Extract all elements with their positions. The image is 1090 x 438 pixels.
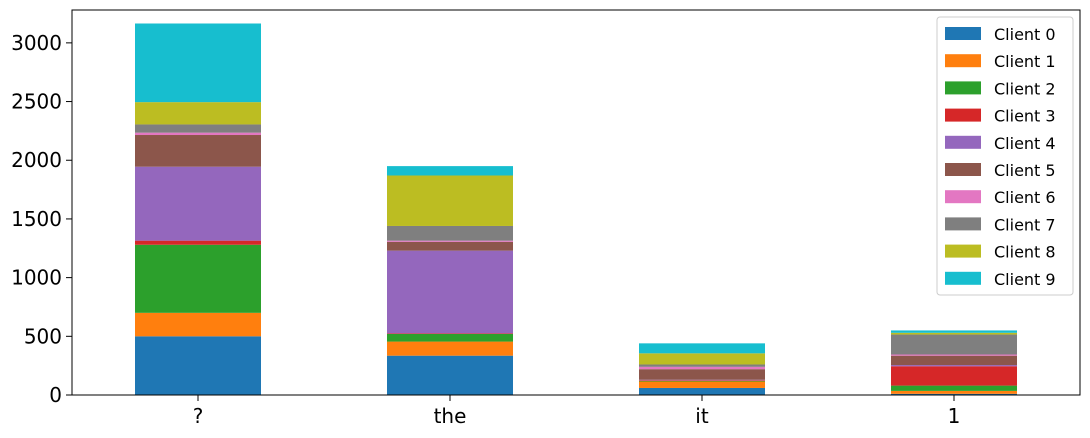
legend-swatch-0 <box>945 27 981 40</box>
bar-segment-2-8 <box>639 353 765 365</box>
legend-swatch-3 <box>945 108 981 122</box>
bar-segment-2-6 <box>639 366 765 370</box>
legend-label-9: Client 9 <box>994 270 1056 289</box>
bar-segment-0-0 <box>135 336 261 395</box>
bar-segment-0-9 <box>135 23 261 103</box>
bar-segment-2-9 <box>639 343 765 354</box>
bar-segment-2-4 <box>639 379 765 381</box>
legend-label-3: Client 3 <box>994 107 1056 126</box>
bar-segment-1-7 <box>387 225 513 241</box>
y-tick-label-1: 500 <box>24 324 62 348</box>
bar-segment-3-4 <box>891 365 1017 367</box>
y-tick-label-2: 1000 <box>11 266 62 290</box>
bar-segment-0-7 <box>135 124 261 133</box>
bar-segment-0-8 <box>135 102 261 125</box>
x-tick-label-2: it <box>695 404 709 428</box>
legend-label-2: Client 2 <box>994 79 1056 98</box>
bar-segment-1-5 <box>387 241 513 251</box>
x-tick-label-3: 1 <box>948 404 961 428</box>
bar-segment-3-5 <box>891 355 1017 366</box>
plot-frame <box>71 9 1081 396</box>
legend-swatch-2 <box>945 81 981 95</box>
bar-segment-1-9 <box>387 166 513 176</box>
legend-label-4: Client 4 <box>994 134 1056 153</box>
y-axis: 0 500 1000 1500 2000 2500 3000 <box>11 31 72 407</box>
bar-segment-0-1 <box>135 312 261 337</box>
bar-segment-3-0 <box>891 393 1017 395</box>
y-tick-label-3: 1500 <box>11 207 62 231</box>
bars-layer <box>135 23 1017 395</box>
legend-label-7: Client 7 <box>994 215 1056 234</box>
x-axis: ? the it 1 <box>193 395 961 428</box>
legend-label-8: Client 8 <box>994 243 1056 262</box>
bar-segment-2-1 <box>639 381 765 388</box>
bar-segment-3-7 <box>891 334 1017 355</box>
bar-segment-2-2 <box>639 380 765 382</box>
bar-segment-1-0 <box>387 355 513 395</box>
legend-label-6: Client 6 <box>994 188 1056 207</box>
bar-segment-0-5 <box>135 135 261 167</box>
y-tick-label-6: 3000 <box>11 31 62 55</box>
x-tick-label-1: the <box>434 404 467 428</box>
legend-swatch-4 <box>945 135 981 149</box>
legend-swatch-9 <box>945 271 981 285</box>
legend: Client 0 Client 1 Client 2 Client 3 Client 4… <box>936 16 1074 296</box>
bar-segment-0-4 <box>135 166 261 241</box>
legend-label-0: Client 0 <box>994 25 1056 44</box>
bar-segment-3-3 <box>891 366 1017 386</box>
bar-segment-1-6 <box>387 240 513 242</box>
bar-segment-3-9 <box>891 330 1017 333</box>
legend-swatch-6 <box>945 190 981 204</box>
bar-segment-3-6 <box>891 354 1017 356</box>
legend-swatch-5 <box>945 163 981 176</box>
bar-segment-1-3 <box>387 333 513 334</box>
bar-segment-1-4 <box>387 250 513 334</box>
bar-segment-0-6 <box>135 132 261 136</box>
bar-segment-0-3 <box>135 240 261 245</box>
y-tick-label-0: 0 <box>49 383 62 407</box>
bar-segment-2-5 <box>639 369 765 380</box>
legend-swatch-1 <box>945 54 981 68</box>
bar-segment-2-0 <box>639 387 765 395</box>
y-tick-label-4: 2000 <box>11 148 62 172</box>
legend-swatch-7 <box>945 217 981 231</box>
bar-segment-1-8 <box>387 175 513 226</box>
y-tick-label-5: 2500 <box>11 90 62 114</box>
legend-label-5: Client 5 <box>994 161 1056 180</box>
bar-segment-0-2 <box>135 244 261 313</box>
bar-segment-2-3 <box>639 380 765 381</box>
bar-segment-3-2 <box>891 385 1017 391</box>
bar-segment-3-1 <box>891 390 1017 394</box>
bar-segment-2-7 <box>639 364 765 367</box>
bar-segment-3-8 <box>891 332 1017 335</box>
legend-label-1: Client 1 <box>994 52 1056 71</box>
x-tick-label-0: ? <box>193 404 204 428</box>
bar-segment-1-2 <box>387 333 513 342</box>
bar-segment-1-1 <box>387 341 513 356</box>
legend-swatch-8 <box>945 244 981 258</box>
